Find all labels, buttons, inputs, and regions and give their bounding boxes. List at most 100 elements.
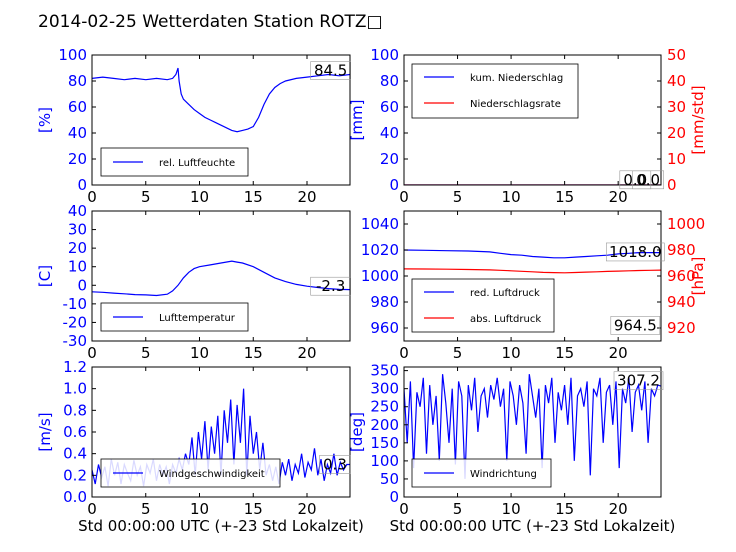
y-tick-label: 40 [68, 202, 87, 220]
value-annotation-box [613, 371, 664, 391]
y-tick-label: 250 [370, 398, 399, 416]
y-tick-label: 0.8 [63, 401, 87, 419]
y-tick-label: 1000 [361, 267, 399, 285]
y-right-tick-label: 50 [667, 46, 686, 64]
x-tick-label: 0 [399, 188, 409, 206]
plot-frame [91, 54, 351, 186]
x-tick-label: 10 [190, 344, 209, 362]
value-annotation: 0.0 [623, 171, 647, 189]
y-tick-label: 0 [77, 176, 87, 194]
y-tick-label: 80 [68, 72, 87, 90]
value-annotation-box [610, 316, 661, 335]
value-annotation: 0.3 [323, 456, 347, 474]
plot-frame [91, 210, 351, 342]
x-tick-label: 20 [609, 344, 628, 362]
series-line-pressure-0 [404, 249, 661, 259]
y-tick-label: 350 [370, 362, 399, 380]
x-tick-label: 5 [453, 500, 463, 518]
plot-frame [403, 54, 662, 186]
legend-winddirection: Windrichtung [411, 458, 552, 488]
y-tick-label: 0 [389, 176, 399, 194]
legend-label: Windgeschwindigkeit [159, 469, 265, 480]
x-tick-label: 5 [453, 188, 463, 206]
y-tick-label: 1040 [361, 215, 399, 233]
x-tick-label: 10 [190, 500, 209, 518]
value-annotation: 964.5 [614, 316, 657, 334]
x-tick-label: 20 [297, 344, 316, 362]
legend-temperature: Lufttemperatur [100, 302, 249, 332]
y-axis-label: [m/s] [36, 412, 54, 451]
x-tick-label: 15 [555, 344, 574, 362]
value-annotation: 1018.0 [609, 243, 662, 261]
value-annotation-box [319, 455, 351, 474]
x-tick-label: 0 [87, 500, 97, 518]
y-axis-label-right: [mm/std] [689, 85, 707, 154]
y-tick-label: 60 [68, 98, 87, 116]
legend-box [411, 63, 579, 119]
legend-pressure: red. Luftdruck abs. Luftdruck [411, 278, 555, 333]
y-tick-label: 100 [370, 46, 399, 64]
y-right-tick-label: 1000 [667, 215, 705, 233]
x-tick-label: 0 [399, 344, 409, 362]
x-tick-label: 20 [609, 188, 628, 206]
y-tick-label: 60 [380, 98, 399, 116]
x-tick-label: 5 [141, 500, 151, 518]
plot-frame [403, 366, 662, 498]
legend-windspeed: Windgeschwindigkeit [100, 458, 281, 488]
y-tick-label: 30 [68, 221, 87, 239]
y-right-tick-label: 40 [667, 72, 686, 90]
y-right-tick-label: 30 [667, 98, 686, 116]
x-tick-label: 20 [609, 500, 628, 518]
x-tick-label: 15 [244, 188, 263, 206]
legend-humidity: rel. Luftfeuchte [100, 147, 249, 177]
y-tick-label: 1020 [361, 241, 399, 259]
y-tick-label: -30 [63, 332, 88, 350]
x-tick-label: 15 [555, 500, 574, 518]
panel-humidity: 0 5 10 15 20 0 20 40 60 80 100 [%] rel. Luftfeuchte 8… [36, 46, 351, 206]
x-tick-label: 0 [87, 344, 97, 362]
series-line-pressure-1 [404, 268, 661, 274]
x-tick-label: 5 [453, 344, 463, 362]
x-tick-label: 15 [244, 500, 263, 518]
y-axis-label: [deg] [348, 412, 366, 452]
legend-label: Lufttemperatur [159, 313, 236, 324]
y-tick-label: 40 [68, 124, 87, 142]
value-annotation: 84.5 [314, 62, 347, 80]
x-tick-label: 10 [502, 188, 521, 206]
y-right-tick-label: 920 [667, 319, 696, 337]
y-tick-label: 960 [370, 319, 399, 337]
value-annotation-box [310, 276, 351, 296]
panel-temperature: 0 5 10 15 20-30-20-10010203040[C]Lufttempera… [36, 202, 351, 362]
y-tick-label: 1.2 [63, 358, 87, 376]
x-tick-label: 15 [555, 188, 574, 206]
x-axis-label: Std 00:00:00 UTC (+-23 Std Lokalzeit) [78, 517, 364, 535]
legend-label: red. Luftdruck [470, 288, 540, 299]
y-tick-label: -20 [63, 313, 88, 331]
y-tick-label: 1.0 [63, 380, 87, 398]
series-line-winddirection-0 [404, 374, 661, 479]
x-tick-label: 15 [244, 344, 263, 362]
legend-label: abs. Luftdruck [470, 314, 541, 325]
panel-windspeed: 0 5 10 15 20 0.0 0.2 0.4 0.6 0.8 1.0 1.2 [m/s] Std 00… [36, 358, 364, 535]
legend-label: Niederschlagsrate [470, 99, 561, 110]
legend-label: Windrichtung [470, 469, 537, 480]
y-axis-label: [mm] [348, 100, 366, 141]
x-tick-label: 0 [399, 500, 409, 518]
x-tick-label: 0 [87, 188, 97, 206]
y-tick-label: 100 [370, 452, 399, 470]
y-right-tick-label: 0 [667, 176, 677, 194]
y-tick-label: 20 [68, 239, 87, 257]
y-right-tick-label: 980 [667, 241, 696, 259]
y-tick-label: 0.6 [63, 423, 87, 441]
y-tick-label: 10 [68, 258, 87, 276]
legend-label: kum. Niederschlag [470, 73, 563, 84]
y-tick-label: 300 [370, 380, 399, 398]
panel-pressure: 0 5 10 15 20 960 980 1000 1020 1040 920 940 960 980 10… [361, 210, 707, 362]
y-axis-label: [C] [36, 265, 54, 287]
figure-title: 2014-02-25 Wetterdaten Station ROTZ□ [38, 12, 383, 32]
panel-precipitation: 0 5 10 15 20 0 20 40 60 80 100 0 10 20 30 40 50 [mm] [mm/s… [348, 46, 707, 206]
y-right-tick-label: 940 [667, 293, 696, 311]
